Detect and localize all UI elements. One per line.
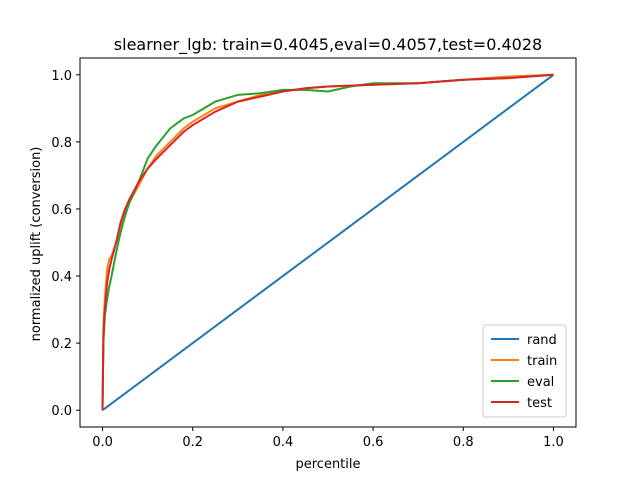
plot-frame xyxy=(79,57,577,428)
y-tick-label: 0.6 xyxy=(51,203,72,218)
legend-label-test: test xyxy=(527,396,552,411)
series-line-test xyxy=(101,73,554,411)
legend: rand train eval test xyxy=(482,324,567,418)
y-tick-label: 0.0 xyxy=(51,404,72,419)
legend-label-eval: eval xyxy=(527,375,554,390)
y-axis-label: normalized uplift (conversion) xyxy=(29,147,44,342)
y-tick-label: 0.2 xyxy=(51,337,72,352)
x-tick-label: 1.0 xyxy=(543,435,564,450)
x-tick-label: 0.4 xyxy=(273,435,294,450)
axes: 0.0 0.2 0.4 0.6 0.8 1.0 0.0 0.2 0.4 0.6 0.8 1.0 xyxy=(51,57,577,450)
y-tick-label: 0.8 xyxy=(51,136,72,151)
x-tick-label: 0.2 xyxy=(182,435,203,450)
chart-title: slearner_lgb: train=0.4045,eval=0.4057,t… xyxy=(114,35,542,55)
legend-box xyxy=(482,324,567,418)
x-axis-label: percentile xyxy=(295,457,360,472)
y-tick-label: 0.4 xyxy=(51,270,72,285)
plot-lines xyxy=(101,73,555,412)
x-tick-label: 0.8 xyxy=(453,435,474,450)
legend-label-rand: rand xyxy=(527,333,557,348)
y-tick-label: 1.0 xyxy=(51,69,72,84)
legend-label-train: train xyxy=(527,354,557,369)
x-tick-label: 0.0 xyxy=(92,435,113,450)
series-line-rand xyxy=(101,73,555,412)
x-tick-label: 0.6 xyxy=(363,435,384,450)
